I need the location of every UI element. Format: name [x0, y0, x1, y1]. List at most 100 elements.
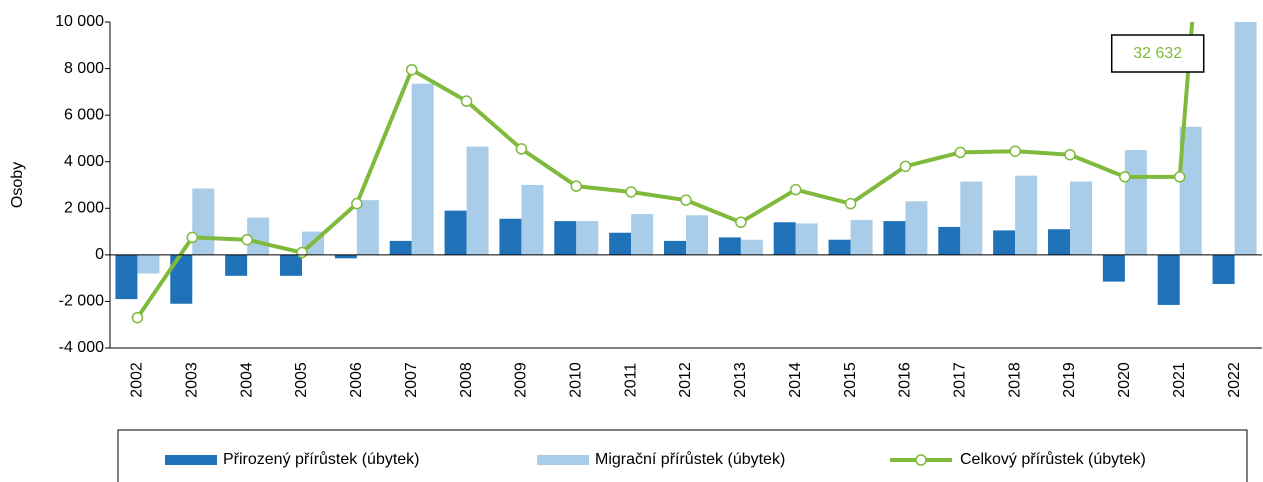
- bar: [356, 200, 379, 255]
- x-tick-label: 2010: [568, 362, 585, 398]
- bar: [686, 215, 708, 255]
- data-label: 32 632: [1133, 45, 1182, 62]
- line-marker: [625, 186, 637, 198]
- line-marker: [789, 183, 802, 196]
- legend-label: Přirozený přírůstek (úbytek): [223, 450, 420, 468]
- x-tick-label: 2019: [1061, 362, 1078, 398]
- bar: [718, 237, 741, 255]
- x-tick-label: 2020: [1116, 362, 1133, 398]
- y-tick-label: -2 000: [59, 293, 104, 310]
- line-marker: [1173, 171, 1186, 183]
- bar: [1015, 175, 1038, 255]
- y-tick-label: 10 000: [55, 13, 104, 30]
- bar: [115, 254, 138, 300]
- legend-marker: [915, 454, 927, 466]
- x-tick-label: 2007: [403, 362, 420, 398]
- bar: [1179, 126, 1202, 255]
- line-marker: [680, 194, 692, 206]
- y-tick-label: 8 000: [64, 60, 104, 77]
- bar: [521, 185, 544, 255]
- bar: [664, 240, 686, 255]
- x-tick-label: 2006: [348, 362, 365, 398]
- line-marker: [735, 216, 747, 229]
- bar: [740, 239, 763, 255]
- bar: [1102, 254, 1125, 282]
- bar: [1157, 254, 1180, 305]
- line-marker: [405, 63, 418, 76]
- bar: [280, 254, 302, 276]
- line-marker: [131, 311, 144, 324]
- legend-label: Celkový přírůstek (úbytek): [960, 450, 1146, 468]
- bar: [1234, 22, 1257, 255]
- bar: [411, 83, 434, 255]
- x-tick-label: 2016: [897, 362, 914, 398]
- line-marker: [296, 246, 308, 259]
- y-axis-label: Osoby: [9, 162, 26, 208]
- plot-area: [115, 22, 1257, 324]
- bar: [170, 254, 193, 304]
- legend-label: Migrační přírůstek (úbytek): [595, 450, 785, 468]
- x-tick-label: 2003: [184, 362, 201, 398]
- bar: [1124, 150, 1147, 255]
- x-tick-label: 2017: [952, 362, 969, 398]
- x-tick-label: 2009: [513, 362, 530, 398]
- bar: [466, 146, 489, 255]
- bar: [576, 221, 599, 255]
- bar: [631, 214, 654, 255]
- line-marker: [899, 160, 912, 173]
- x-tick-label: 2021: [1171, 362, 1188, 398]
- line-marker: [1009, 145, 1021, 157]
- bar: [1048, 229, 1070, 255]
- legend-swatch: [537, 455, 589, 465]
- x-tick-label: 2008: [458, 362, 475, 398]
- bar: [905, 201, 928, 255]
- y-tick-label: -4 000: [59, 339, 104, 356]
- x-tick-label: 2014: [787, 362, 804, 398]
- x-tick-label: 2011: [622, 363, 639, 398]
- x-tick-label: 2004: [238, 362, 255, 398]
- x-tick-label: 2013: [732, 362, 749, 398]
- x-tick-label: 2018: [1006, 362, 1023, 398]
- bar: [938, 226, 961, 255]
- line-marker: [1064, 148, 1076, 161]
- y-tick-label: 2 000: [64, 200, 104, 217]
- y-tick-label: 4 000: [64, 153, 104, 170]
- line-marker: [570, 180, 583, 192]
- bar: [850, 219, 873, 255]
- x-tick-label: 2022: [1226, 362, 1243, 398]
- line-marker: [954, 146, 967, 159]
- bar: [609, 232, 632, 255]
- legend-swatch: [165, 455, 217, 465]
- data-label-box: [1110, 34, 1205, 73]
- line-marker: [186, 231, 199, 244]
- bar: [444, 210, 467, 255]
- bar: [192, 188, 215, 255]
- bar: [993, 230, 1016, 255]
- x-tick-label: 2005: [293, 362, 310, 398]
- line-marker: [241, 233, 253, 246]
- y-tick-label: 6 000: [64, 106, 104, 123]
- bar: [883, 221, 906, 255]
- x-tick-label: 2015: [842, 362, 859, 398]
- bar: [389, 240, 412, 255]
- y-tick-label: 0: [95, 246, 104, 263]
- bar: [554, 221, 577, 255]
- bar: [499, 218, 522, 255]
- x-tick-label: 2002: [129, 362, 146, 398]
- line-marker: [1119, 171, 1131, 183]
- bar: [137, 254, 160, 274]
- line-marker: [515, 143, 528, 155]
- bar: [1212, 254, 1235, 284]
- x-tick-label: 2012: [677, 362, 694, 398]
- bar: [1070, 181, 1092, 255]
- bar: [828, 239, 851, 255]
- bar: [960, 181, 983, 255]
- bar: [334, 254, 357, 259]
- bar: [225, 254, 248, 276]
- line-marker: [460, 95, 473, 107]
- data-label: 33 898: [1239, 37, 1256, 86]
- legend-box: [117, 429, 1248, 482]
- line-marker: [351, 197, 363, 210]
- bar: [795, 223, 818, 255]
